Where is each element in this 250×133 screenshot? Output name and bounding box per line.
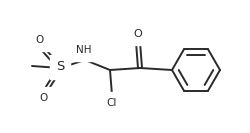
Text: O: O xyxy=(40,93,48,103)
Text: O: O xyxy=(36,35,44,45)
Text: NH: NH xyxy=(76,45,92,55)
Text: O: O xyxy=(134,29,142,39)
Text: Cl: Cl xyxy=(107,98,117,108)
Text: S: S xyxy=(56,61,64,74)
